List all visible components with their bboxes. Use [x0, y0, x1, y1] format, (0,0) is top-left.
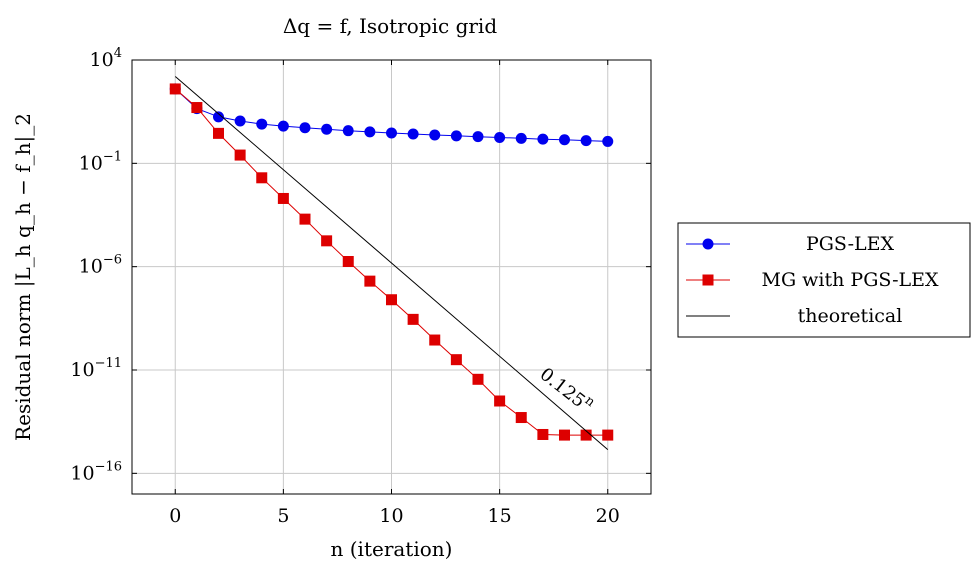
data-point-circle	[429, 129, 441, 141]
data-point-square	[450, 354, 462, 366]
data-point-square	[169, 83, 181, 95]
data-point-circle	[386, 127, 397, 139]
data-point-square	[494, 395, 506, 407]
legend-marker-circle	[702, 238, 714, 250]
data-point-square	[191, 102, 203, 114]
data-point-circle	[364, 126, 376, 138]
data-point-circle	[537, 133, 549, 145]
data-point-circle	[256, 118, 268, 130]
legend-label-1: MG with PGS-LEX	[761, 269, 939, 291]
data-point-circle	[515, 132, 527, 144]
data-point-square	[407, 313, 419, 325]
x-axis-label: n (iteration)	[331, 537, 453, 561]
x-tick-label: 20	[596, 505, 620, 527]
y-tick-label: 10−1	[79, 149, 122, 174]
y-tick-exponent: −16	[95, 459, 122, 474]
grid	[132, 59, 651, 494]
data-point-circle	[602, 135, 614, 147]
x-tick-label: 10	[379, 505, 403, 527]
data-point-square	[321, 235, 333, 247]
legend-marker-square	[702, 274, 714, 286]
y-tick-base: 10	[70, 359, 94, 381]
data-point-square	[602, 429, 614, 441]
y-tick-label: 104	[90, 46, 122, 71]
data-point-circle	[407, 128, 419, 140]
legend-label-2: theoretical	[798, 305, 903, 327]
y-tick-base: 10	[79, 152, 103, 174]
chart-title: Δq = f, Isotropic grid	[283, 14, 497, 38]
x-tick-label: 15	[488, 505, 512, 527]
y-tick-exponent: −11	[95, 356, 122, 371]
data-point-square	[386, 294, 397, 306]
y-tick-base: 10	[90, 49, 114, 71]
data-point-circle	[234, 115, 246, 127]
series-line-2	[174, 76, 609, 450]
data-point-circle	[580, 135, 592, 147]
data-point-circle	[213, 111, 224, 123]
annotation-base: 0.125	[536, 364, 590, 412]
x-tick-label: 0	[169, 505, 181, 527]
data-point-square	[299, 213, 311, 225]
data-point-square	[472, 373, 484, 385]
data-point-square	[364, 275, 376, 287]
y-tick-label: 10−11	[70, 356, 122, 381]
y-tick-exponent: −6	[103, 253, 122, 268]
data-point-circle	[472, 131, 484, 143]
data-point-square	[559, 429, 570, 441]
y-axis-label: Residual norm |L_h q_h − f_h|_2	[11, 113, 36, 441]
y-tick-base: 10	[70, 462, 94, 484]
data-point-circle	[342, 125, 354, 137]
data-point-square	[256, 172, 268, 184]
y-tick-base: 10	[79, 256, 103, 278]
data-point-circle	[321, 123, 333, 135]
y-tick-exponent: −1	[103, 149, 122, 164]
data-point-square	[580, 429, 592, 441]
y-tick-exponent: 4	[114, 46, 122, 61]
data-point-square	[515, 412, 527, 424]
data-point-circle	[559, 134, 570, 146]
data-point-square	[429, 334, 441, 346]
data-point-circle	[494, 132, 506, 143]
y-tick-label: 10−6	[79, 253, 122, 278]
data-point-square	[213, 127, 224, 139]
y-tick-label: 10−16	[70, 459, 122, 484]
data-point-square	[277, 192, 289, 204]
legend-label-0: PGS-LEX	[806, 233, 895, 255]
data-point-square	[342, 256, 354, 267]
x-tick-label: 5	[277, 505, 289, 527]
legend: PGS-LEX MG with PGS-LEX theoretical	[677, 222, 971, 338]
data-point-square	[234, 149, 246, 161]
series-layer	[169, 76, 614, 450]
data-point-square	[537, 428, 549, 440]
data-point-circle	[299, 122, 311, 134]
data-point-circle	[450, 130, 462, 142]
data-point-circle	[277, 120, 289, 132]
